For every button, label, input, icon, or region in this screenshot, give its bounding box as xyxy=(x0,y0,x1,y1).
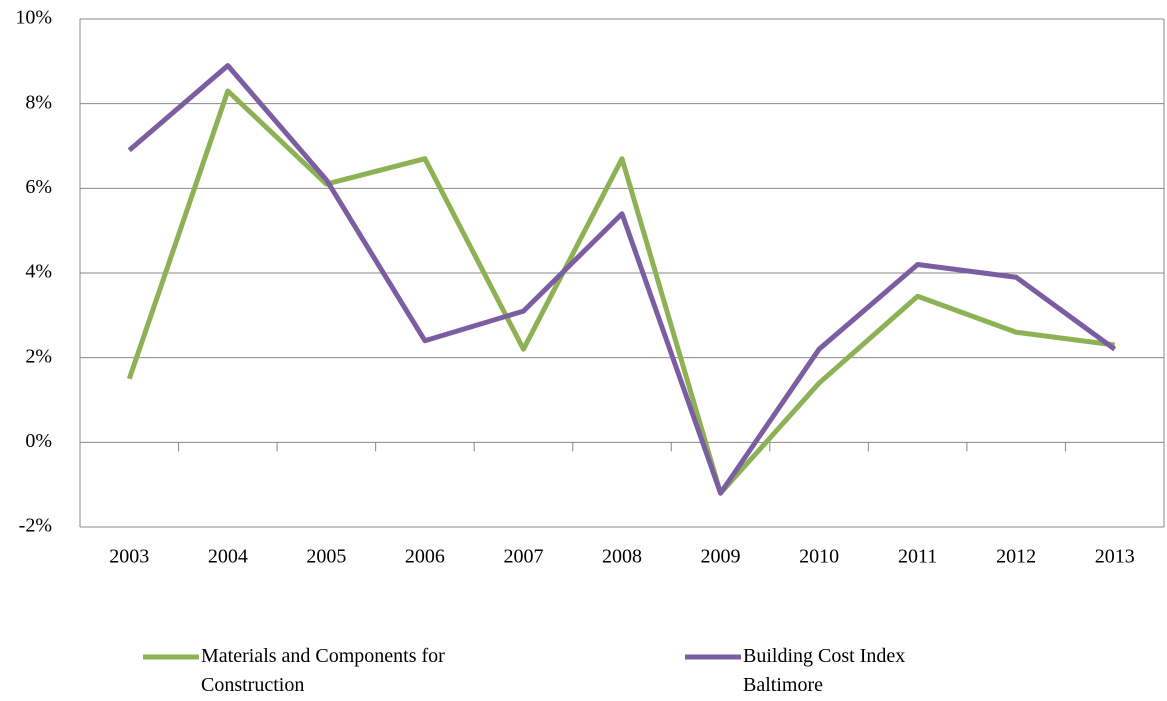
x-tick-label: 2004 xyxy=(208,546,248,568)
y-tick-label: 10% xyxy=(15,7,52,29)
y-tick-label: 2% xyxy=(25,345,52,367)
x-tick-label: 2010 xyxy=(799,546,839,568)
x-tick-label: 2012 xyxy=(996,546,1036,568)
x-tick-label: 2007 xyxy=(503,546,543,568)
x-tick-label: 2005 xyxy=(306,546,346,568)
series-line xyxy=(126,88,1116,496)
y-tick-label: -2% xyxy=(19,515,52,537)
series-line xyxy=(127,63,1117,496)
x-tick-label: 2003 xyxy=(109,546,149,568)
x-tick-label: 2013 xyxy=(1095,546,1135,568)
x-tick-label: 2011 xyxy=(898,546,937,568)
legend-label: Building Cost Index Baltimore xyxy=(743,645,906,696)
x-tick-label: 2006 xyxy=(405,546,445,568)
y-tick-label: 8% xyxy=(25,91,52,113)
legend-label: Materials and Components for Constructio… xyxy=(201,645,445,696)
x-tick-label: 2009 xyxy=(701,546,741,568)
x-tick-label: 2008 xyxy=(602,546,642,568)
y-tick-label: 4% xyxy=(25,261,52,283)
y-tick-label: 0% xyxy=(25,430,52,452)
y-tick-label: 6% xyxy=(25,176,52,198)
